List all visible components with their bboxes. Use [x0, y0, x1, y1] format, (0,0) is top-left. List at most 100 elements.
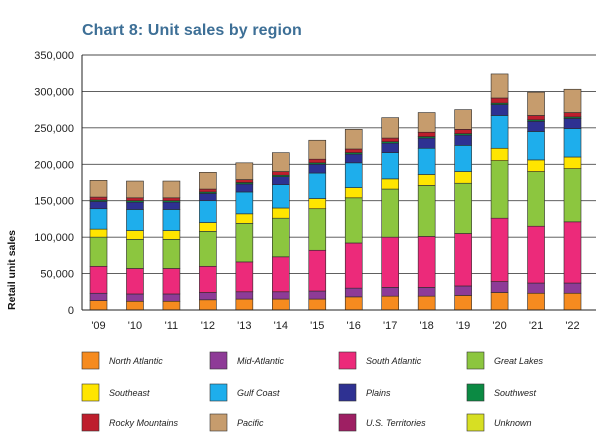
bar-segment — [381, 295, 399, 311]
y-tick-label: 100,000 — [34, 232, 74, 244]
bar-segment — [162, 268, 181, 295]
bar-segment — [527, 171, 545, 227]
bar-segment — [344, 153, 363, 164]
legend-swatch — [209, 351, 228, 370]
bar-segment — [490, 281, 509, 293]
bar-segment — [490, 97, 509, 104]
bar-segment — [527, 91, 545, 116]
bar-segment — [454, 129, 472, 134]
bar-segment — [381, 152, 399, 180]
legend-label: Rocky Mountains — [109, 418, 179, 428]
bar-segment — [417, 185, 436, 237]
x-tick-label: '12 — [201, 320, 215, 332]
bar-segment — [527, 159, 545, 172]
bar-segment — [527, 121, 545, 132]
bar-segment — [272, 291, 290, 300]
legend-label: Mid-Atlantic — [237, 356, 285, 366]
legend-label: North Atlantic — [109, 356, 163, 366]
bar-segment — [308, 172, 327, 199]
bar-segment — [89, 180, 108, 198]
bar-segment — [126, 268, 144, 295]
bar-segment — [199, 193, 217, 202]
bar-segment — [344, 296, 363, 311]
bar-segment — [563, 128, 582, 158]
bar-segment — [381, 236, 399, 288]
x-tick-label: '09 — [91, 320, 105, 332]
bar-segment — [490, 160, 509, 219]
bar-segment — [417, 131, 436, 137]
legend-swatch — [81, 413, 100, 432]
bar-segment — [235, 213, 254, 224]
bar-segment — [126, 300, 144, 311]
bar-segment — [235, 191, 254, 215]
bar-segment — [344, 187, 363, 199]
bar-segment — [417, 287, 436, 297]
bar-segment — [162, 209, 181, 231]
bar-segment — [199, 200, 217, 223]
bar-segment — [563, 282, 582, 294]
bar-segment — [235, 223, 254, 263]
bar-segment — [563, 156, 582, 169]
bar-segment — [454, 233, 472, 287]
bar-segment — [235, 183, 254, 193]
bar-segment — [417, 112, 436, 133]
legend-label: Gulf Coast — [237, 388, 280, 398]
bar-segment — [417, 147, 436, 175]
bar-segment — [344, 197, 363, 244]
bar-segment — [381, 117, 399, 139]
bar-segment — [126, 197, 144, 202]
bar-segment — [381, 188, 399, 238]
legend: North Atlantic Mid-Atlantic South Atlantic… — [81, 351, 544, 432]
x-tick-label: '13 — [237, 320, 251, 332]
legend-label: Unknown — [494, 418, 532, 428]
x-tick-label: '18 — [419, 320, 433, 332]
bar-segment — [308, 198, 327, 210]
x-tick-label: '15 — [310, 320, 324, 332]
x-tick-label: '17 — [383, 320, 397, 332]
bar-segment — [308, 163, 327, 174]
bar-segment — [235, 162, 254, 180]
bar-segment — [344, 287, 363, 298]
bar-segment — [89, 300, 108, 311]
bar-segment — [308, 158, 327, 164]
bar-segment — [417, 295, 436, 311]
x-tick-label: '14 — [274, 320, 288, 332]
y-tick-label: 300,000 — [34, 86, 74, 98]
bar-segment — [199, 265, 217, 293]
x-tick-label: '16 — [347, 320, 361, 332]
bar-segment — [272, 176, 290, 185]
x-tick-label: '21 — [529, 320, 543, 332]
bar-segment — [527, 225, 545, 284]
bar-segment — [235, 261, 254, 293]
bar-segment — [162, 201, 181, 210]
bar-segment — [162, 239, 181, 269]
y-tick-label: 150,000 — [34, 196, 74, 208]
bar-segment — [199, 188, 217, 193]
bar-segment — [490, 73, 509, 99]
bar-segment — [235, 179, 254, 183]
bar-segment — [199, 299, 217, 311]
bar-segment — [235, 298, 254, 311]
bar-segment — [490, 115, 509, 149]
bar-segment — [272, 184, 290, 209]
bar-segment — [89, 201, 108, 210]
x-tick-label: '11 — [165, 320, 179, 332]
bar-segment — [89, 208, 108, 230]
chart-title: Chart 8: Unit sales by region — [82, 22, 302, 39]
bar-segment — [490, 292, 509, 311]
bar-segment — [235, 291, 254, 300]
bar-segment — [89, 228, 108, 238]
legend-swatch — [338, 383, 357, 402]
bar-segment — [162, 293, 181, 302]
bar-segment — [344, 162, 363, 188]
legend-label: Southwest — [494, 388, 537, 398]
bar-segment — [490, 147, 509, 161]
legend-swatch — [81, 351, 100, 370]
bar-segment — [162, 197, 181, 202]
bar-segment — [454, 109, 472, 130]
legend-label: U.S. Territories — [366, 418, 426, 428]
bar-segment — [563, 112, 582, 118]
bar-segment — [199, 292, 217, 301]
bar-segment — [199, 231, 217, 267]
